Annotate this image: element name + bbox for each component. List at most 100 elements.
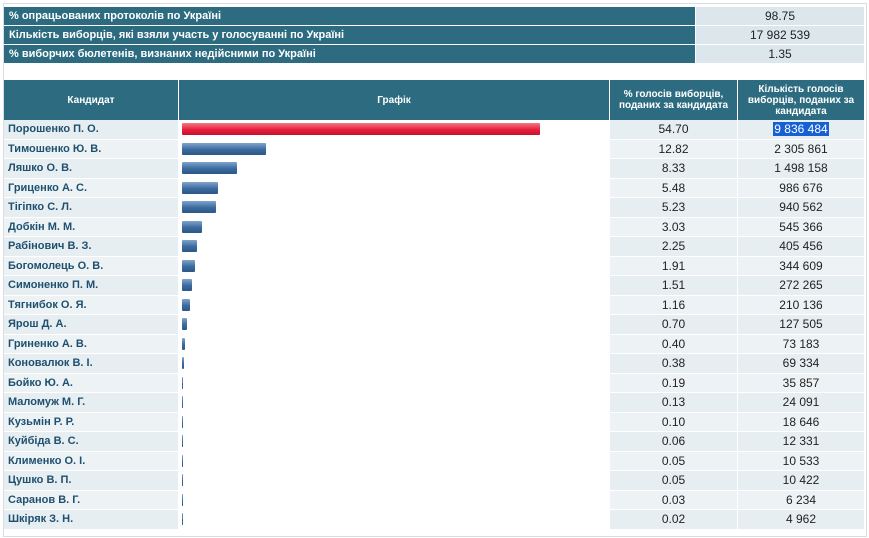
votes-value: 69 334	[738, 354, 864, 374]
result-bar	[182, 259, 195, 272]
percent-value: 2.25	[610, 237, 738, 257]
summary-label: Кількість виборців, які взяли участь у г…	[4, 26, 696, 44]
summary-label: % опрацьованих протоколів по Україні	[4, 7, 696, 25]
table-row: Гриценко А. С. 5.48 986 676	[4, 178, 864, 198]
bar-cell	[179, 393, 610, 413]
percent-value: 1.51	[610, 276, 738, 296]
votes-value: 18 646	[738, 412, 864, 432]
bar-cell	[179, 451, 610, 471]
result-bar	[182, 396, 183, 409]
votes-value: 35 857	[738, 373, 864, 393]
table-row: Тягнибок О. Я. 1.16 210 136	[4, 295, 864, 315]
table-row: Ляшко О. В. 8.33 1 498 158	[4, 159, 864, 179]
votes-value: 10 533	[738, 451, 864, 471]
percent-value: 0.70	[610, 315, 738, 335]
candidate-name: Тягнибок О. Я.	[4, 295, 179, 315]
bar-cell	[179, 432, 610, 452]
bar-cell	[179, 237, 610, 257]
result-bar	[182, 298, 190, 311]
percent-value: 0.19	[610, 373, 738, 393]
candidate-name: Рабінович В. З.	[4, 237, 179, 257]
result-bar	[182, 513, 183, 526]
votes-value: 272 265	[738, 276, 864, 296]
votes-text: 2 305 861	[774, 141, 828, 156]
table-row: Клименко О. І. 0.05 10 533	[4, 451, 864, 471]
table-row: Гриненко А. В. 0.40 73 183	[4, 334, 864, 354]
votes-text: 24 091	[782, 395, 820, 410]
candidate-name: Тігіпко С. Л.	[4, 198, 179, 218]
votes-text: 986 676	[779, 180, 823, 195]
candidate-name: Гриценко А. С.	[4, 178, 179, 198]
votes-text: 6 234	[785, 492, 817, 507]
votes-text: 210 136	[779, 297, 823, 312]
result-bar	[182, 474, 183, 487]
candidate-name: Кузьмін Р. Р.	[4, 412, 179, 432]
percent-value: 0.13	[610, 393, 738, 413]
votes-text: 12 331	[782, 434, 820, 449]
votes-value: 405 456	[738, 237, 864, 257]
votes-value: 940 562	[738, 198, 864, 218]
votes-text: 940 562	[779, 200, 823, 215]
table-row: Тимошенко Ю. В. 12.82 2 305 861	[4, 139, 864, 159]
summary-row: Кількість виборців, які взяли участь у г…	[4, 26, 864, 44]
candidate-name: Ярош Д. А.	[4, 315, 179, 335]
votes-text: 272 265	[779, 278, 823, 293]
result-bar	[182, 220, 202, 233]
result-bar	[182, 162, 237, 175]
result-bar	[182, 415, 183, 428]
bar-cell	[179, 178, 610, 198]
votes-text: 73 183	[782, 336, 820, 351]
summary-table: % опрацьованих протоколів по Україні 98.7…	[4, 6, 864, 64]
table-row: Куйбіда В. С. 0.06 12 331	[4, 432, 864, 452]
summary-label: % виборчих бюлетенів, визнаних недійсним…	[4, 45, 696, 63]
bar-cell	[179, 217, 610, 237]
percent-value: 8.33	[610, 159, 738, 179]
percent-value: 0.05	[610, 471, 738, 491]
candidate-name: Симоненко П. М.	[4, 276, 179, 296]
table-row: Маломуж М. Г. 0.13 24 091	[4, 393, 864, 413]
candidate-name: Тимошенко Ю. В.	[4, 139, 179, 159]
summary-value: 1.35	[696, 45, 864, 63]
table-row: Богомолець О. В. 1.91 344 609	[4, 256, 864, 276]
votes-text: 405 456	[779, 239, 823, 254]
candidate-name: Коновалюк В. І.	[4, 354, 179, 374]
results-table: Кандидат Графік % голосів виборців, пода…	[4, 80, 864, 530]
result-bar	[182, 493, 183, 506]
percent-value: 0.03	[610, 490, 738, 510]
table-row: Симоненко П. М. 1.51 272 265	[4, 276, 864, 296]
table-row: Ярош Д. А. 0.70 127 505	[4, 315, 864, 335]
percent-value: 0.10	[610, 412, 738, 432]
result-bar	[182, 201, 216, 214]
votes-text: 18 646	[782, 414, 820, 429]
result-bar	[182, 279, 192, 292]
selected-text-highlight[interactable]: 9 836 484	[773, 122, 829, 137]
bar-cell	[179, 139, 610, 159]
votes-text: 10 422	[782, 473, 820, 488]
percent-value: 0.40	[610, 334, 738, 354]
candidate-name: Цушко В. П.	[4, 471, 179, 491]
votes-value: 10 422	[738, 471, 864, 491]
votes-column-header: Кількість голосів виборців, поданих за к…	[738, 80, 864, 120]
result-bar	[182, 357, 184, 370]
votes-value: 73 183	[738, 334, 864, 354]
votes-text: 127 505	[779, 317, 823, 332]
votes-text: 69 334	[782, 356, 820, 371]
votes-value: 12 331	[738, 432, 864, 452]
candidate-name: Ляшко О. В.	[4, 159, 179, 179]
result-bar	[182, 435, 183, 448]
summary-row: % опрацьованих протоколів по Україні 98.7…	[4, 7, 864, 25]
percent-value: 0.06	[610, 432, 738, 452]
votes-value: 4 962	[738, 510, 864, 530]
result-bar	[182, 240, 197, 253]
bar-cell	[179, 159, 610, 179]
candidate-name: Порошенко П. О.	[4, 120, 179, 140]
bar-cell	[179, 471, 610, 491]
bar-cell	[179, 373, 610, 393]
table-row: Тігіпко С. Л. 5.23 940 562	[4, 198, 864, 218]
votes-value: 6 234	[738, 490, 864, 510]
candidate-name: Гриненко А. В.	[4, 334, 179, 354]
percent-value: 1.16	[610, 295, 738, 315]
bar-cell	[179, 354, 610, 374]
bar-cell	[179, 198, 610, 218]
result-bar	[182, 454, 183, 467]
